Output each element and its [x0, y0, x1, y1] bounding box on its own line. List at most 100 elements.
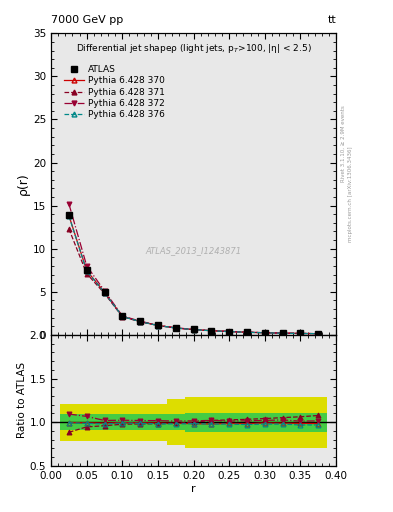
Bar	[185, 397, 202, 447]
Pythia 6.428 376	[120, 313, 125, 319]
Pythia 6.428 376	[191, 327, 196, 333]
Bar	[131, 414, 149, 430]
Text: Rivet 3.1.10, ≥ 2.9M events: Rivet 3.1.10, ≥ 2.9M events	[341, 105, 346, 182]
Pythia 6.428 370	[227, 329, 231, 335]
Pythia 6.428 376	[263, 330, 267, 336]
Pythia 6.428 376	[280, 330, 285, 336]
Pythia 6.428 372	[316, 331, 321, 337]
Bar	[149, 404, 167, 440]
Bar	[292, 413, 309, 432]
Pythia 6.428 370	[263, 330, 267, 336]
Pythia 6.428 370	[102, 289, 107, 295]
Pythia 6.428 370	[298, 330, 303, 336]
Bar	[274, 413, 292, 432]
Pythia 6.428 372	[120, 313, 125, 319]
Pythia 6.428 372	[138, 318, 143, 324]
Pythia 6.428 372	[84, 263, 89, 269]
Pythia 6.428 372	[173, 325, 178, 331]
Pythia 6.428 370	[84, 268, 89, 274]
ATLAS	[263, 330, 267, 336]
Bar	[60, 414, 78, 430]
Pythia 6.428 370	[280, 330, 285, 336]
Bar	[95, 404, 114, 440]
Bar	[149, 414, 167, 430]
Line: Pythia 6.428 376: Pythia 6.428 376	[66, 214, 321, 336]
Bar	[131, 404, 149, 440]
Bar	[274, 397, 292, 447]
Pythia 6.428 371	[316, 331, 321, 337]
Pythia 6.428 371	[138, 318, 143, 325]
Pythia 6.428 376	[244, 329, 249, 335]
ATLAS	[280, 330, 285, 336]
Pythia 6.428 376	[66, 213, 71, 219]
ATLAS	[84, 267, 89, 273]
Bar	[220, 413, 238, 432]
Pythia 6.428 371	[191, 327, 196, 333]
Bar	[185, 413, 202, 432]
ATLAS	[102, 289, 107, 295]
Pythia 6.428 370	[244, 329, 249, 335]
Pythia 6.428 371	[263, 330, 267, 336]
Pythia 6.428 376	[102, 289, 107, 295]
Pythia 6.428 372	[244, 329, 249, 335]
Pythia 6.428 372	[263, 330, 267, 336]
Bar	[167, 414, 185, 430]
Bar	[292, 397, 309, 447]
Pythia 6.428 371	[120, 314, 125, 320]
Pythia 6.428 370	[173, 325, 178, 331]
Pythia 6.428 370	[138, 318, 143, 325]
Bar	[114, 404, 131, 440]
Text: 7000 GeV pp: 7000 GeV pp	[51, 15, 123, 25]
ATLAS	[209, 328, 214, 334]
Bar	[202, 413, 220, 432]
Line: Pythia 6.428 372: Pythia 6.428 372	[66, 201, 321, 336]
ATLAS	[173, 325, 178, 331]
Pythia 6.428 371	[66, 226, 71, 232]
Pythia 6.428 376	[209, 328, 214, 334]
Pythia 6.428 372	[191, 326, 196, 332]
Pythia 6.428 372	[156, 322, 160, 328]
Bar	[256, 413, 274, 432]
Y-axis label: Ratio to ATLAS: Ratio to ATLAS	[17, 362, 27, 438]
Pythia 6.428 376	[173, 325, 178, 331]
Line: Pythia 6.428 371: Pythia 6.428 371	[66, 226, 321, 336]
Bar	[238, 413, 256, 432]
Pythia 6.428 372	[209, 328, 214, 334]
ATLAS	[120, 313, 125, 319]
Text: mcplots.cern.ch [arXiv:1306.3436]: mcplots.cern.ch [arXiv:1306.3436]	[348, 147, 353, 242]
Bar	[167, 399, 185, 445]
Text: Differential jet shapeρ (light jets, p$_T$>100, |η| < 2.5): Differential jet shapeρ (light jets, p$_…	[75, 42, 312, 55]
Pythia 6.428 372	[102, 288, 107, 294]
Bar	[309, 413, 327, 432]
ATLAS	[298, 330, 303, 336]
Pythia 6.428 376	[316, 331, 321, 337]
Bar	[309, 397, 327, 447]
Pythia 6.428 371	[84, 270, 89, 276]
Bar	[114, 414, 131, 430]
Pythia 6.428 371	[209, 328, 214, 334]
Bar	[78, 404, 95, 440]
Bar	[202, 397, 220, 447]
X-axis label: r: r	[191, 483, 196, 494]
Pythia 6.428 376	[138, 318, 143, 325]
Pythia 6.428 371	[173, 325, 178, 331]
Pythia 6.428 371	[298, 330, 303, 336]
ATLAS	[156, 322, 160, 328]
Pythia 6.428 372	[66, 201, 71, 207]
Bar	[95, 414, 114, 430]
ATLAS	[316, 331, 321, 337]
Bar	[78, 414, 95, 430]
Line: Pythia 6.428 370: Pythia 6.428 370	[66, 213, 321, 336]
Pythia 6.428 370	[66, 212, 71, 219]
Line: ATLAS: ATLAS	[66, 212, 321, 336]
Pythia 6.428 376	[298, 330, 303, 336]
ATLAS	[66, 212, 71, 218]
Pythia 6.428 371	[227, 328, 231, 334]
Bar	[238, 397, 256, 447]
Pythia 6.428 376	[84, 268, 89, 274]
Pythia 6.428 371	[244, 329, 249, 335]
Bar	[256, 397, 274, 447]
Pythia 6.428 372	[298, 330, 303, 336]
ATLAS	[191, 327, 196, 333]
Pythia 6.428 376	[156, 323, 160, 329]
